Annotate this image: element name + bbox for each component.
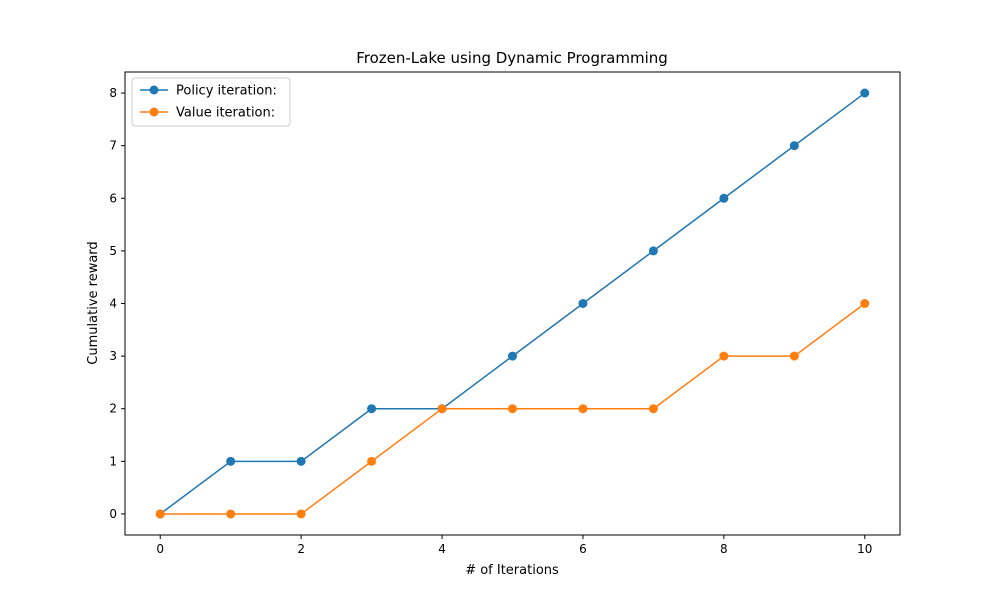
plot-frame [124, 71, 901, 536]
y-axis-label: Cumulative reward [86, 241, 101, 364]
data-point [719, 351, 729, 361]
y-tick-label: 8 [109, 86, 117, 100]
x-axis-ticks: 0 2 4 6 8 10 [156, 535, 872, 556]
y-tick-label: 5 [109, 244, 117, 258]
legend: Policy iteration: Value iteration: [131, 77, 291, 127]
legend-swatch-marker [149, 85, 159, 95]
x-axis-label: # of Iterations [465, 563, 559, 578]
y-tick-label: 6 [109, 191, 117, 205]
data-point [296, 456, 306, 466]
x-tick-label: 10 [857, 542, 872, 556]
series-layer [155, 88, 870, 519]
data-point [226, 456, 236, 466]
x-tick-label: 2 [297, 542, 305, 556]
legend-box [131, 77, 291, 127]
data-point [437, 404, 447, 414]
x-tick-label: 8 [720, 542, 728, 556]
data-point [789, 351, 799, 361]
data-point [860, 299, 870, 308]
data-point [367, 456, 377, 466]
x-tick-label: 0 [156, 542, 164, 556]
y-tick-label: 7 [109, 139, 117, 153]
data-point [155, 509, 165, 519]
y-tick-label: 1 [109, 454, 117, 468]
legend-label: Policy iteration: [176, 84, 277, 99]
series-line-0 [159, 92, 866, 515]
data-point [719, 193, 729, 203]
legend-swatch-marker [149, 107, 159, 117]
y-tick-label: 0 [109, 507, 117, 521]
data-point [508, 351, 517, 361]
chart-title: Frozen-Lake using Dynamic Programming [356, 49, 668, 67]
data-point [648, 246, 658, 256]
legend-label: Value iteration: [176, 106, 275, 121]
x-tick-label: 4 [438, 542, 446, 556]
y-axis-ticks: 0 1 2 3 4 5 6 7 8 [109, 86, 125, 521]
data-point [296, 509, 306, 519]
data-point [789, 141, 799, 151]
data-point [226, 509, 236, 519]
data-point [648, 404, 658, 414]
y-tick-label: 4 [109, 297, 117, 311]
y-tick-label: 2 [109, 402, 117, 416]
data-point [860, 88, 870, 98]
data-point [578, 404, 588, 414]
data-point [508, 404, 517, 414]
y-tick-label: 3 [109, 349, 117, 363]
data-point [578, 299, 588, 308]
x-tick-label: 6 [579, 542, 587, 556]
data-point [367, 404, 377, 414]
